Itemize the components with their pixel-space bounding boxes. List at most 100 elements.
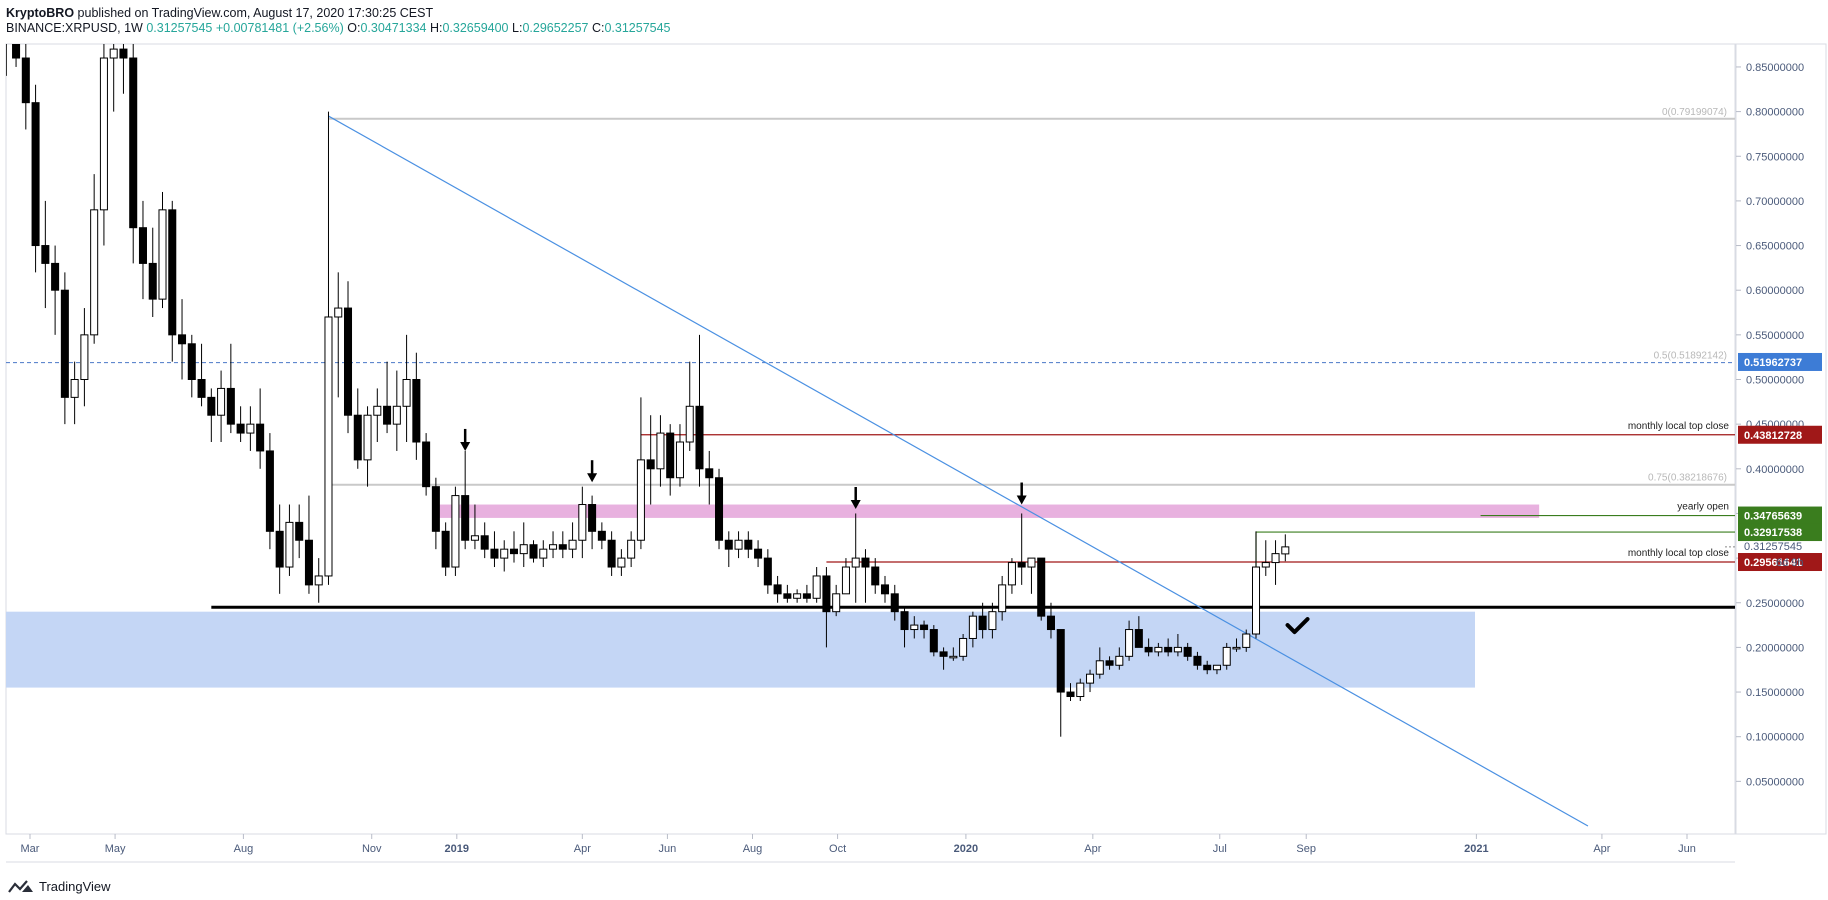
candle-body — [1027, 557, 1036, 568]
x-tick-label: May — [105, 843, 126, 855]
checkmark-icon — [1285, 617, 1310, 635]
candle-body — [1281, 546, 1290, 555]
candle-body — [295, 521, 304, 541]
candle-body — [1271, 553, 1280, 564]
candle-body — [70, 379, 79, 398]
low-label: L: — [512, 21, 523, 35]
resistance-zone — [435, 504, 1540, 518]
candle-body — [666, 432, 675, 479]
price-tag — [1738, 553, 1822, 572]
x-tick-label: Apr — [1084, 843, 1101, 855]
footer-brand[interactable]: TradingView — [39, 879, 111, 894]
candle-body — [1125, 629, 1134, 657]
candle-body — [597, 530, 606, 541]
candle-body — [187, 343, 196, 380]
countdown-label: 6d 9h — [1776, 557, 1804, 569]
candle-body — [314, 575, 323, 586]
candle-body — [920, 624, 929, 631]
candle-body — [1251, 566, 1261, 635]
candle-body — [236, 423, 245, 434]
candle-body — [1105, 660, 1114, 666]
horizontal-level-label: yearly open — [1677, 502, 1729, 513]
price-tag-label: 0.34765639 — [1744, 511, 1802, 523]
price-tag-label: 0.43812728 — [1744, 430, 1802, 442]
candle-body — [412, 379, 421, 443]
footer: TradingView — [8, 879, 111, 894]
candle-body — [90, 209, 99, 336]
candle-body — [1222, 646, 1231, 666]
candle-body — [1164, 646, 1173, 653]
candle-body — [256, 423, 265, 452]
candle-body — [1134, 629, 1143, 648]
y-tick-label: 0.85000000 — [1746, 62, 1804, 74]
candle-body — [978, 615, 987, 631]
published-text: published on TradingView.com, August 17,… — [77, 6, 434, 20]
fib-level-label: 0.75(0.38218676) — [1648, 473, 1727, 484]
candle-body — [939, 651, 948, 657]
candle-body — [783, 593, 792, 599]
candle-body — [109, 48, 118, 59]
y-tick-label: 0.20000000 — [1746, 642, 1804, 654]
y-tick-label: 0.05000000 — [1746, 776, 1804, 788]
candle-body — [910, 624, 919, 631]
current-price-label: 0.31257545 — [1744, 541, 1802, 553]
candle-body — [129, 57, 138, 229]
candle-body — [880, 584, 890, 595]
candle-body — [1144, 646, 1153, 653]
candle-body — [41, 245, 50, 264]
candle-body — [1007, 562, 1016, 586]
candle-body — [402, 379, 411, 407]
candle-body — [334, 307, 343, 318]
candle-body — [529, 544, 538, 559]
candle-body — [265, 450, 274, 532]
candle-body — [178, 334, 187, 345]
x-tick-label: Jun — [1678, 843, 1696, 855]
candle-body — [1017, 562, 1026, 568]
candle-body — [832, 593, 841, 613]
candle-body — [539, 548, 548, 559]
fib-level-label: 0(0.79199074) — [1662, 107, 1727, 118]
change-value: +0.00781481 (+2.56%) — [215, 21, 344, 35]
fib-level-label: 0.5(0.51892142) — [1654, 351, 1727, 362]
x-tick-label: Jul — [1213, 843, 1227, 855]
x-tick-label: Aug — [743, 843, 763, 855]
down-arrow-icon — [1016, 495, 1027, 505]
candle-body — [1203, 664, 1212, 671]
x-tick-label: 2021 — [1464, 843, 1488, 855]
high-label: H: — [429, 21, 443, 35]
candle-body — [793, 593, 802, 599]
candle-body — [470, 535, 479, 541]
candle-body — [705, 468, 714, 479]
candle-body — [324, 316, 333, 577]
candle-body — [168, 209, 177, 336]
candle-body — [422, 441, 431, 488]
x-tick-label: Jun — [659, 843, 677, 855]
candle-body — [578, 504, 587, 541]
publisher-name[interactable]: KryptoBRO — [6, 6, 75, 20]
candle-body — [900, 611, 909, 631]
candle-body — [1115, 655, 1124, 666]
candle-body — [119, 48, 128, 59]
high-value: 0.32659400 — [442, 21, 509, 35]
y-tick-label: 0.80000000 — [1746, 107, 1804, 119]
candle-body — [773, 584, 782, 595]
candle-body — [1066, 691, 1075, 698]
x-tick-label: Nov — [362, 843, 382, 855]
close-value: 0.31257545 — [604, 21, 671, 35]
candle-body — [461, 495, 470, 541]
down-arrow-icon — [460, 441, 471, 451]
candle-body — [998, 584, 1007, 613]
candle-body — [734, 539, 743, 550]
y-tick-label: 0.65000000 — [1746, 241, 1804, 253]
candle-body — [1086, 673, 1095, 684]
candle-body — [80, 334, 89, 381]
candle-body — [353, 414, 362, 461]
candle-body — [929, 629, 938, 653]
candle-body — [607, 539, 616, 568]
last-price: 0.31257545 — [146, 21, 213, 35]
price-tag-label: 0.32917538 — [1744, 527, 1802, 539]
symbol-label[interactable]: BINANCE:XRPUSD, 1W — [6, 21, 143, 35]
y-tick-label: 0.70000000 — [1746, 196, 1804, 208]
candle-body — [1046, 615, 1055, 631]
